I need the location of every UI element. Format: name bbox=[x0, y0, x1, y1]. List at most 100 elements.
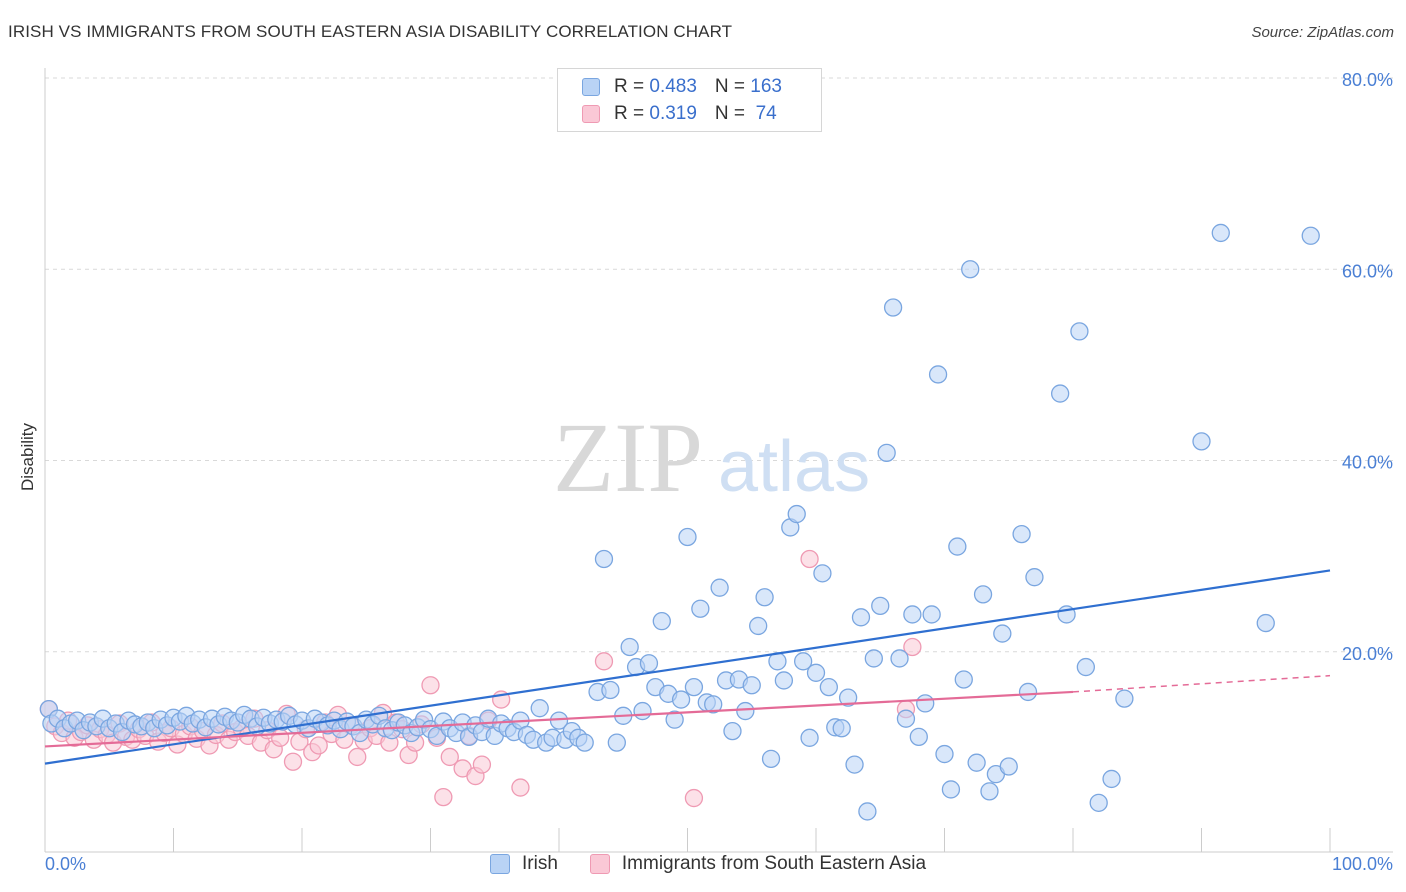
sea-point bbox=[348, 747, 367, 767]
irish-point bbox=[980, 782, 999, 801]
irish-point bbox=[1115, 689, 1134, 708]
bottom-legend-label-irish: Irish bbox=[522, 853, 558, 874]
sea-point bbox=[309, 736, 328, 755]
sea-point bbox=[472, 755, 492, 774]
legend-row-sea: R = 0.319 N = 74 bbox=[582, 102, 777, 126]
source-label: Source: ZipAtlas.com bbox=[1251, 24, 1394, 41]
irish-point bbox=[652, 612, 671, 631]
series-irish-points bbox=[39, 223, 1320, 821]
irish-point bbox=[678, 527, 697, 547]
trend-lines bbox=[44, 569, 1331, 765]
legend-row-irish: R = 0.483 N = 163 bbox=[582, 75, 782, 99]
irish-point bbox=[813, 564, 832, 583]
irish-point bbox=[755, 588, 774, 607]
legend-sea-r-label: R = bbox=[614, 103, 650, 124]
irish-point bbox=[1012, 524, 1031, 544]
irish-point bbox=[954, 670, 973, 689]
irish-point bbox=[967, 753, 986, 772]
tick-labels: 20.0% 40.0% 60.0% 80.0% 0.0% 100.0% bbox=[45, 70, 1393, 874]
grid-lines bbox=[45, 77, 1393, 653]
legend-irish-n-label: N = bbox=[714, 76, 751, 97]
x-tick-label: 100.0% bbox=[1332, 854, 1393, 874]
irish-point bbox=[1192, 432, 1211, 451]
irish-point bbox=[607, 733, 626, 752]
bottom-legend-swatch-sea bbox=[589, 854, 610, 874]
irish-point bbox=[1018, 682, 1038, 702]
irish-point bbox=[774, 671, 794, 690]
x-tick-label: 0.0% bbox=[45, 854, 86, 874]
irish-point bbox=[864, 649, 883, 668]
irish-point bbox=[851, 608, 871, 627]
irish-point bbox=[845, 755, 864, 774]
irish-point bbox=[787, 504, 806, 524]
irish-point bbox=[928, 365, 948, 384]
irish-point bbox=[691, 599, 710, 618]
irish-point bbox=[890, 649, 909, 668]
irish-point bbox=[999, 757, 1018, 776]
sea-trend-line bbox=[44, 690, 1074, 748]
irish-point bbox=[1089, 793, 1108, 812]
y-tick-label: 80.0% bbox=[1342, 70, 1393, 90]
legend-sea-r-value: 0.319 bbox=[649, 103, 697, 124]
irish-point bbox=[1102, 769, 1121, 789]
irish-point bbox=[749, 616, 768, 636]
irish-point bbox=[639, 654, 659, 673]
y-tick-label: 20.0% bbox=[1342, 644, 1393, 664]
bottom-legend-sea[interactable]: Immigrants from South Eastern Asia bbox=[589, 853, 927, 875]
bottom-legend-label-sea: Immigrants from South Eastern Asia bbox=[621, 853, 927, 874]
irish-point bbox=[671, 690, 691, 709]
irish-point bbox=[1076, 657, 1095, 677]
irish-point bbox=[633, 701, 652, 721]
irish-point bbox=[858, 802, 877, 821]
sea-point bbox=[800, 549, 819, 569]
irish-point bbox=[832, 719, 851, 738]
sea-point bbox=[434, 787, 453, 807]
irish-point bbox=[761, 749, 781, 768]
irish-point bbox=[883, 298, 903, 317]
legend-irish-r-value: 0.483 bbox=[649, 76, 697, 97]
bottom-legend: Irish Immigrants from South Eastern Asia bbox=[490, 852, 958, 876]
sea-point bbox=[903, 637, 922, 657]
y-tick-label: 60.0% bbox=[1342, 261, 1393, 281]
irish-point bbox=[530, 699, 549, 718]
watermark-atlas: atlas bbox=[718, 427, 870, 507]
y-axis-title: Disability bbox=[18, 422, 37, 491]
sea-point bbox=[271, 728, 290, 747]
watermark: ZIP atlas bbox=[553, 402, 870, 513]
legend-swatch-irish bbox=[582, 78, 600, 96]
irish-point bbox=[819, 677, 838, 697]
legend-irish-n-value: 163 bbox=[750, 76, 782, 97]
bottom-legend-irish[interactable]: Irish bbox=[490, 853, 558, 875]
irish-point bbox=[620, 637, 639, 657]
irish-point bbox=[871, 596, 890, 615]
bottom-legend-swatch-irish bbox=[490, 854, 510, 874]
irish-point bbox=[1256, 613, 1275, 633]
irish-point bbox=[806, 663, 826, 682]
irish-point bbox=[948, 537, 967, 556]
legend-swatch-sea bbox=[582, 105, 600, 123]
irish-point bbox=[896, 709, 916, 728]
irish-point bbox=[794, 652, 813, 671]
sea-point bbox=[511, 778, 530, 797]
irish-point bbox=[594, 549, 614, 569]
sea-point bbox=[684, 788, 704, 808]
irish-point bbox=[993, 624, 1012, 643]
irish-point bbox=[704, 695, 723, 714]
legend-sea-n-label: N = bbox=[714, 103, 751, 124]
watermark-zip: ZIP bbox=[553, 402, 703, 513]
irish-point bbox=[922, 605, 941, 624]
irish-point bbox=[941, 780, 961, 799]
irish-point bbox=[1051, 384, 1070, 403]
irish-point bbox=[838, 688, 858, 707]
irish-point bbox=[903, 605, 922, 624]
irish-point bbox=[710, 578, 729, 597]
irish-point bbox=[665, 710, 684, 729]
sea-point bbox=[421, 676, 440, 695]
irish-point bbox=[684, 677, 704, 697]
irish-trend-line bbox=[44, 569, 1331, 765]
sea-point bbox=[594, 652, 614, 671]
irish-point bbox=[909, 727, 928, 747]
irish-point bbox=[1070, 322, 1089, 341]
chart-title: IRISH VS IMMIGRANTS FROM SOUTH EASTERN A… bbox=[8, 22, 733, 41]
irish-point bbox=[973, 585, 993, 604]
